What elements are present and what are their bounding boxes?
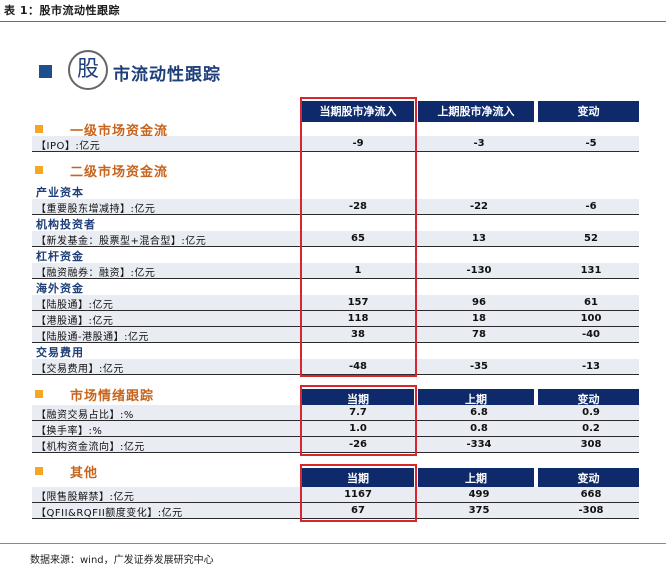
row-previous: -35 — [469, 361, 489, 372]
row-current: -48 — [348, 361, 368, 372]
table-row: 【融资交易占比】:% 7.7 6.8 0.9 — [32, 405, 639, 421]
row-current: 7.7 — [349, 407, 367, 418]
row-current: 1167 — [344, 489, 372, 500]
row-label: 【陆股通】:亿元 — [36, 300, 114, 311]
row-current: -26 — [348, 439, 368, 450]
row-label: 【陆股通-港股通】:亿元 — [36, 332, 149, 343]
heading-square-icon — [39, 65, 52, 78]
table-row: 【QFII&RQFII额度变化】:亿元 67 375 -308 — [32, 503, 639, 519]
column-header-current: 当期 — [302, 468, 414, 489]
row-change: 52 — [584, 233, 598, 244]
row-current: 1.0 — [349, 423, 367, 434]
section-title-secondary: 二级市场资金流 — [70, 165, 169, 180]
page-title: 市流动性跟踪 — [113, 65, 221, 85]
column-header-change: 变动 — [538, 101, 639, 122]
highlight-box-current-other — [300, 464, 417, 522]
section-title-primary: 一级市场资金流 — [70, 124, 169, 139]
row-change: 308 — [580, 439, 602, 450]
row-change: -6 — [585, 201, 597, 212]
row-label: 【重要股东增减持】:亿元 — [36, 204, 156, 215]
column-header-current: 当期股市净流入 — [302, 101, 414, 122]
row-label: 【QFII&RQFII额度变化】:亿元 — [36, 508, 183, 519]
row-change: -5 — [585, 138, 597, 149]
row-previous: -130 — [466, 265, 492, 276]
row-label: 【新发基金：股票型+混合型】:亿元 — [36, 236, 207, 247]
subsection-title: 交易费用 — [36, 346, 84, 359]
source-note: 数据来源：wind，广发证券发展研究中心 — [30, 555, 214, 566]
column-header-change: 变动 — [538, 389, 639, 410]
highlight-box-current-flow — [300, 97, 417, 377]
row-previous: 78 — [472, 329, 486, 340]
row-previous: -3 — [473, 138, 485, 149]
table-row: 【交易费用】:亿元 -48 -35 -13 — [32, 359, 639, 375]
row-previous: 0.8 — [470, 423, 488, 434]
table-row: 【港股通】:亿元 118 18 100 — [32, 311, 639, 327]
row-label: 【换手率】:% — [36, 426, 103, 437]
row-change: 668 — [580, 489, 602, 500]
subsection-title: 机构投资者 — [36, 218, 96, 231]
section-title-sentiment: 市场情绪跟踪 — [70, 389, 155, 404]
row-label: 【港股通】:亿元 — [36, 316, 114, 327]
section-bullet-icon — [35, 467, 43, 475]
table-row: 【新发基金：股票型+混合型】:亿元 65 13 52 — [32, 231, 639, 247]
section-title-other: 其他 — [70, 466, 99, 481]
column-header-current: 当期 — [302, 389, 414, 410]
section-bullet-icon — [35, 166, 43, 174]
row-label: 【IPO】:亿元 — [36, 141, 101, 152]
table-caption: 表 1：股市流动性跟踪 — [4, 4, 120, 17]
row-current: 1 — [354, 265, 362, 276]
column-header-change: 变动 — [538, 468, 639, 489]
row-current: 38 — [351, 329, 365, 340]
caption-divider — [0, 21, 666, 22]
row-previous: 18 — [472, 313, 486, 324]
row-change: 0.2 — [582, 423, 600, 434]
section-bullet-icon — [35, 390, 43, 398]
table-row: 【陆股通】:亿元 157 96 61 — [32, 295, 639, 311]
row-current: 67 — [351, 505, 365, 516]
row-label: 【交易费用】:亿元 — [36, 364, 124, 375]
table-row: 【换手率】:% 1.0 0.8 0.2 — [32, 421, 639, 437]
table-row: 【融资融券：融资】:亿元 1 -130 131 — [32, 263, 639, 279]
row-previous: -22 — [469, 201, 489, 212]
table-row: 【机构资金流向】:亿元 -26 -334 308 — [32, 437, 639, 453]
row-current: -28 — [348, 201, 368, 212]
table-row: 【限售股解禁】:亿元 1167 499 668 — [32, 487, 639, 503]
row-label: 【融资融券：融资】:亿元 — [36, 268, 156, 279]
section-bullet-icon — [35, 125, 43, 133]
row-previous: 6.8 — [470, 407, 488, 418]
row-change: 0.9 — [582, 407, 600, 418]
row-previous: 13 — [472, 233, 486, 244]
heading-circle-badge: 股 — [68, 50, 108, 90]
row-previous: -334 — [466, 439, 492, 450]
row-previous: 96 — [472, 297, 486, 308]
row-change: 131 — [580, 265, 602, 276]
row-current: 65 — [351, 233, 365, 244]
table-row: 【重要股东增减持】:亿元 -28 -22 -6 — [32, 199, 639, 215]
subsection-title: 杠杆资金 — [36, 250, 84, 263]
column-header-previous: 上期 — [418, 389, 534, 410]
highlight-box-current-sentiment — [300, 385, 417, 456]
row-change: 100 — [580, 313, 602, 324]
row-change: 61 — [584, 297, 598, 308]
row-label: 【机构资金流向】:亿元 — [36, 442, 145, 453]
row-previous: 375 — [468, 505, 490, 516]
row-change: -308 — [578, 505, 604, 516]
row-current: -9 — [352, 138, 364, 149]
footer-divider — [0, 543, 666, 544]
row-change: -13 — [581, 361, 601, 372]
subsection-title: 海外资金 — [36, 282, 84, 295]
row-label: 【融资交易占比】:% — [36, 410, 134, 421]
column-header-previous: 上期 — [418, 468, 534, 489]
row-change: -40 — [581, 329, 601, 340]
row-current: 118 — [347, 313, 369, 324]
row-previous: 499 — [468, 489, 490, 500]
row-current: 157 — [347, 297, 369, 308]
row-label: 【限售股解禁】:亿元 — [36, 492, 135, 503]
column-header-previous: 上期股市净流入 — [418, 101, 534, 122]
subsection-title: 产业资本 — [36, 186, 84, 199]
table-row: 【陆股通-港股通】:亿元 38 78 -40 — [32, 327, 639, 343]
table-row: 【IPO】:亿元 -9 -3 -5 — [32, 136, 639, 152]
